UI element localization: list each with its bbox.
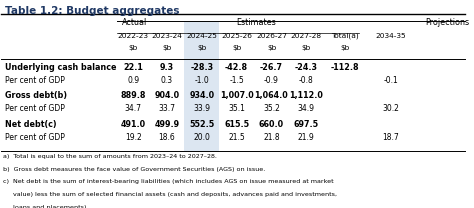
- Text: Total(a): Total(a): [331, 32, 359, 39]
- Text: Net debt(c): Net debt(c): [5, 120, 57, 129]
- Text: 19.2: 19.2: [125, 133, 141, 142]
- Text: b)  Gross debt measures the face value of Government Securities (AGS) on issue.: b) Gross debt measures the face value of…: [3, 167, 265, 172]
- Text: $b: $b: [341, 45, 350, 51]
- Text: loans and placements).: loans and placements).: [3, 205, 89, 208]
- Text: 1,007.0: 1,007.0: [220, 92, 254, 100]
- Text: 615.5: 615.5: [224, 120, 249, 129]
- Text: 34.7: 34.7: [125, 104, 142, 113]
- Text: Per cent of GDP: Per cent of GDP: [5, 76, 65, 85]
- Text: $b: $b: [302, 45, 311, 51]
- Text: 2034-35: 2034-35: [375, 33, 406, 39]
- Text: -42.8: -42.8: [225, 63, 248, 72]
- Text: $b: $b: [128, 45, 138, 51]
- Text: $b: $b: [163, 45, 172, 51]
- Text: 2026-27: 2026-27: [256, 33, 287, 39]
- Text: 491.0: 491.0: [120, 120, 146, 129]
- Text: 18.6: 18.6: [159, 133, 175, 142]
- Text: Table 1.2: Budget aggregates: Table 1.2: Budget aggregates: [5, 6, 180, 16]
- Text: 697.5: 697.5: [294, 120, 319, 129]
- Text: Per cent of GDP: Per cent of GDP: [5, 104, 65, 113]
- Bar: [184, 21, 219, 151]
- Text: -0.9: -0.9: [264, 76, 279, 85]
- Text: 33.9: 33.9: [193, 104, 210, 113]
- Text: -1.0: -1.0: [194, 76, 209, 85]
- Text: $b: $b: [197, 45, 207, 51]
- Text: 34.9: 34.9: [298, 104, 315, 113]
- Text: -24.3: -24.3: [295, 63, 318, 72]
- Text: Actual: Actual: [122, 18, 147, 27]
- Text: 33.7: 33.7: [158, 104, 175, 113]
- Text: value) less the sum of selected financial assets (cash and deposits, advances pa: value) less the sum of selected financia…: [3, 192, 337, 197]
- Text: 2025-26: 2025-26: [221, 33, 252, 39]
- Text: -0.8: -0.8: [299, 76, 314, 85]
- Text: 21.9: 21.9: [298, 133, 315, 142]
- Text: -28.3: -28.3: [190, 63, 213, 72]
- Text: 934.0: 934.0: [189, 92, 214, 100]
- Text: 1,064.0: 1,064.0: [255, 92, 288, 100]
- Text: 30.2: 30.2: [383, 104, 399, 113]
- Text: Per cent of GDP: Per cent of GDP: [5, 133, 65, 142]
- Text: c)  Net debt is the sum of interest-bearing liabilities (which includes AGS on i: c) Net debt is the sum of interest-beari…: [3, 180, 334, 184]
- Text: 552.5: 552.5: [189, 120, 214, 129]
- Text: 499.9: 499.9: [155, 120, 180, 129]
- Text: 904.0: 904.0: [155, 92, 180, 100]
- Text: 2022-23: 2022-23: [118, 33, 148, 39]
- Text: 21.8: 21.8: [263, 133, 280, 142]
- Text: 0.3: 0.3: [161, 76, 173, 85]
- Text: -1.5: -1.5: [229, 76, 244, 85]
- Text: 20.0: 20.0: [193, 133, 210, 142]
- Text: 9.3: 9.3: [160, 63, 174, 72]
- Text: 660.0: 660.0: [259, 120, 284, 129]
- Text: 22.1: 22.1: [123, 63, 143, 72]
- Text: 889.8: 889.8: [120, 92, 146, 100]
- Text: 21.5: 21.5: [228, 133, 245, 142]
- Text: 35.2: 35.2: [263, 104, 280, 113]
- Text: $b: $b: [267, 45, 276, 51]
- Text: 35.1: 35.1: [228, 104, 245, 113]
- Text: Underlying cash balance: Underlying cash balance: [5, 63, 117, 72]
- Text: -26.7: -26.7: [260, 63, 283, 72]
- Text: 0.9: 0.9: [127, 76, 139, 85]
- Text: $b: $b: [232, 45, 241, 51]
- Text: 18.7: 18.7: [383, 133, 399, 142]
- Text: Gross debt(b): Gross debt(b): [5, 92, 67, 100]
- Text: 1,112.0: 1,112.0: [290, 92, 323, 100]
- Text: 2027-28: 2027-28: [291, 33, 322, 39]
- Text: 2023-24: 2023-24: [152, 33, 182, 39]
- Text: -0.1: -0.1: [383, 76, 398, 85]
- Text: Estimates: Estimates: [237, 18, 276, 27]
- Text: 2024-25: 2024-25: [186, 33, 217, 39]
- Text: Projections: Projections: [426, 18, 470, 27]
- Text: a)  Total is equal to the sum of amounts from 2023–24 to 2027–28.: a) Total is equal to the sum of amounts …: [3, 154, 217, 159]
- Text: -112.8: -112.8: [331, 63, 360, 72]
